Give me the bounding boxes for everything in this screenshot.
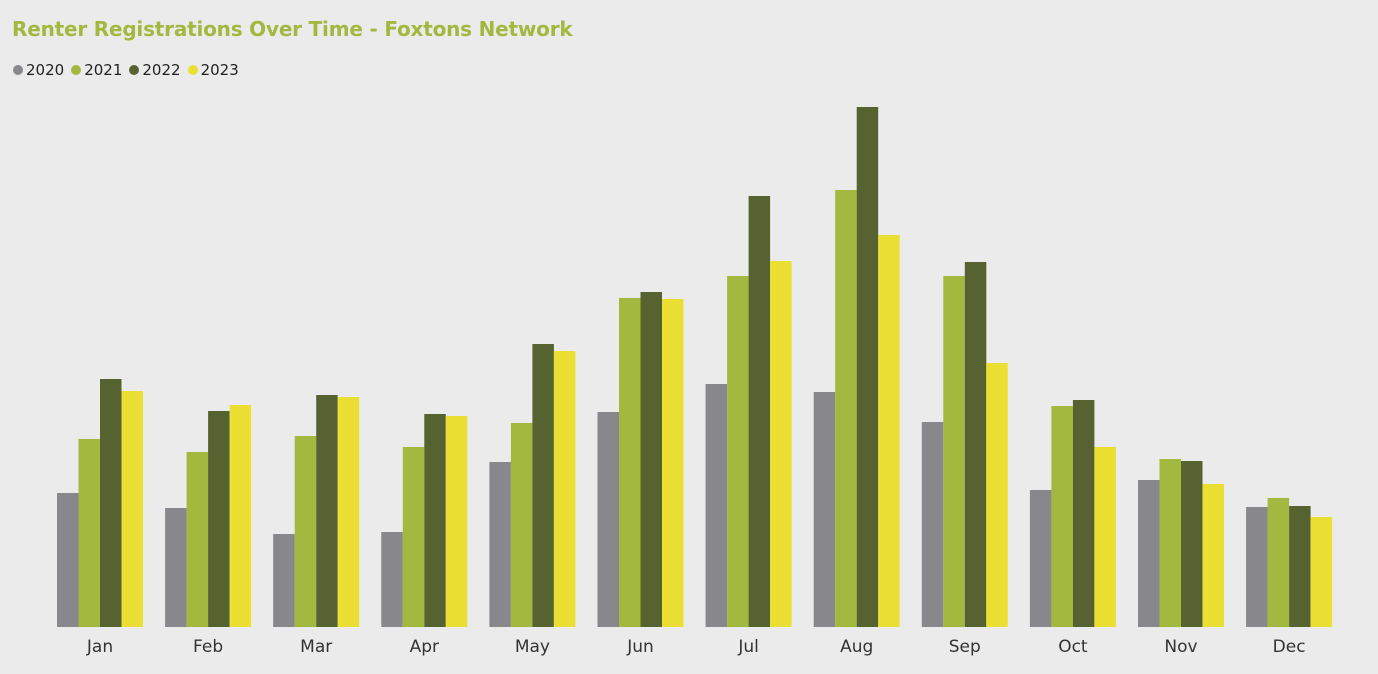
legend-label-2023: 2023 [200, 61, 239, 79]
x-tick-label-aug: Aug [840, 637, 873, 657]
bar-mar-2022[interactable] [316, 395, 338, 627]
bar-jan-2020[interactable] [57, 493, 79, 627]
bar-mar-2021[interactable] [294, 436, 317, 627]
x-tick-label-oct: Oct [1058, 637, 1088, 657]
x-tick-label-nov: Nov [1164, 637, 1197, 657]
bar-sep-2021[interactable] [943, 276, 965, 627]
bar-aug-2020[interactable] [813, 392, 836, 627]
legend-item-2021[interactable]: 2021 [71, 61, 122, 79]
legend-label-2020: 2020 [26, 61, 65, 79]
bar-apr-2021[interactable] [402, 447, 425, 627]
bar-dec-2020[interactable] [1246, 507, 1268, 627]
bar-nov-2022[interactable] [1181, 461, 1203, 627]
bar-oct-2022[interactable] [1072, 400, 1095, 627]
bar-apr-2023[interactable] [445, 416, 468, 627]
bar-jul-2020[interactable] [705, 384, 728, 627]
bar-sep-2020[interactable] [921, 422, 944, 627]
x-tick-label-dec: Dec [1273, 637, 1306, 657]
bar-dec-2022[interactable] [1289, 506, 1311, 627]
bar-feb-2022[interactable] [208, 411, 230, 627]
chart-legend: 2020 2021 2022 2023 [13, 61, 246, 79]
bar-aug-2022[interactable] [856, 107, 879, 627]
bar-jun-2021[interactable] [619, 298, 641, 627]
bar-jun-2020[interactable] [597, 412, 620, 627]
bar-nov-2021[interactable] [1159, 459, 1182, 627]
bar-sep-2022[interactable] [964, 262, 987, 627]
bar-sep-2023[interactable] [986, 363, 1008, 627]
bar-mar-2020[interactable] [273, 534, 295, 627]
legend-item-2020[interactable]: 2020 [13, 61, 64, 79]
bar-nov-2023[interactable] [1202, 484, 1225, 627]
legend-label-2021: 2021 [84, 61, 123, 79]
bar-jan-2021[interactable] [78, 439, 101, 627]
bar-apr-2022[interactable] [424, 414, 446, 627]
bar-jul-2023[interactable] [770, 261, 792, 627]
bar-jan-2023[interactable] [121, 391, 144, 627]
bar-oct-2020[interactable] [1029, 490, 1052, 627]
bar-aug-2023[interactable] [878, 235, 900, 627]
x-tick-label-mar: Mar [300, 637, 332, 657]
bar-jan-2022[interactable] [100, 379, 122, 627]
bar-jun-2023[interactable] [662, 299, 684, 627]
bar-dec-2023[interactable] [1310, 517, 1333, 627]
legend-marker-2023 [187, 65, 198, 75]
legend-marker-2020 [13, 65, 23, 75]
legend-item-2022[interactable]: 2022 [129, 61, 181, 79]
x-tick-label-feb: Feb [193, 637, 223, 657]
legend-marker-2022 [129, 65, 140, 75]
bar-may-2021[interactable] [510, 423, 533, 627]
x-tick-label-jun: Jun [626, 637, 654, 657]
bar-oct-2021[interactable] [1051, 406, 1073, 627]
bar-jun-2022[interactable] [640, 292, 663, 627]
bar-may-2023[interactable] [553, 351, 576, 627]
bar-jul-2021[interactable] [727, 276, 749, 627]
legend-item-2023[interactable]: 2023 [187, 61, 239, 79]
bar-feb-2023[interactable] [229, 405, 252, 627]
x-tick-label-may: May [515, 637, 550, 657]
bar-nov-2020[interactable] [1138, 480, 1160, 627]
bar-may-2022[interactable] [532, 344, 554, 627]
chart-title: Renter Registrations Over Time - Foxtons… [12, 17, 573, 41]
bar-feb-2020[interactable] [165, 508, 187, 627]
bar-mar-2023[interactable] [337, 397, 360, 627]
bar-dec-2021[interactable] [1267, 498, 1290, 627]
bar-may-2020[interactable] [489, 462, 511, 627]
x-tick-label-jan: Jan [86, 637, 113, 657]
legend-marker-2021 [71, 65, 82, 75]
bar-apr-2020[interactable] [381, 532, 403, 627]
bar-aug-2021[interactable] [835, 190, 857, 627]
bar-oct-2023[interactable] [1094, 447, 1116, 627]
bar-jul-2022[interactable] [748, 196, 771, 627]
x-tick-label-jul: Jul [737, 637, 759, 657]
bar-feb-2021[interactable] [186, 452, 209, 627]
legend-label-2022: 2022 [142, 61, 181, 79]
x-tick-label-apr: Apr [410, 637, 439, 657]
x-tick-label-sep: Sep [949, 637, 981, 657]
